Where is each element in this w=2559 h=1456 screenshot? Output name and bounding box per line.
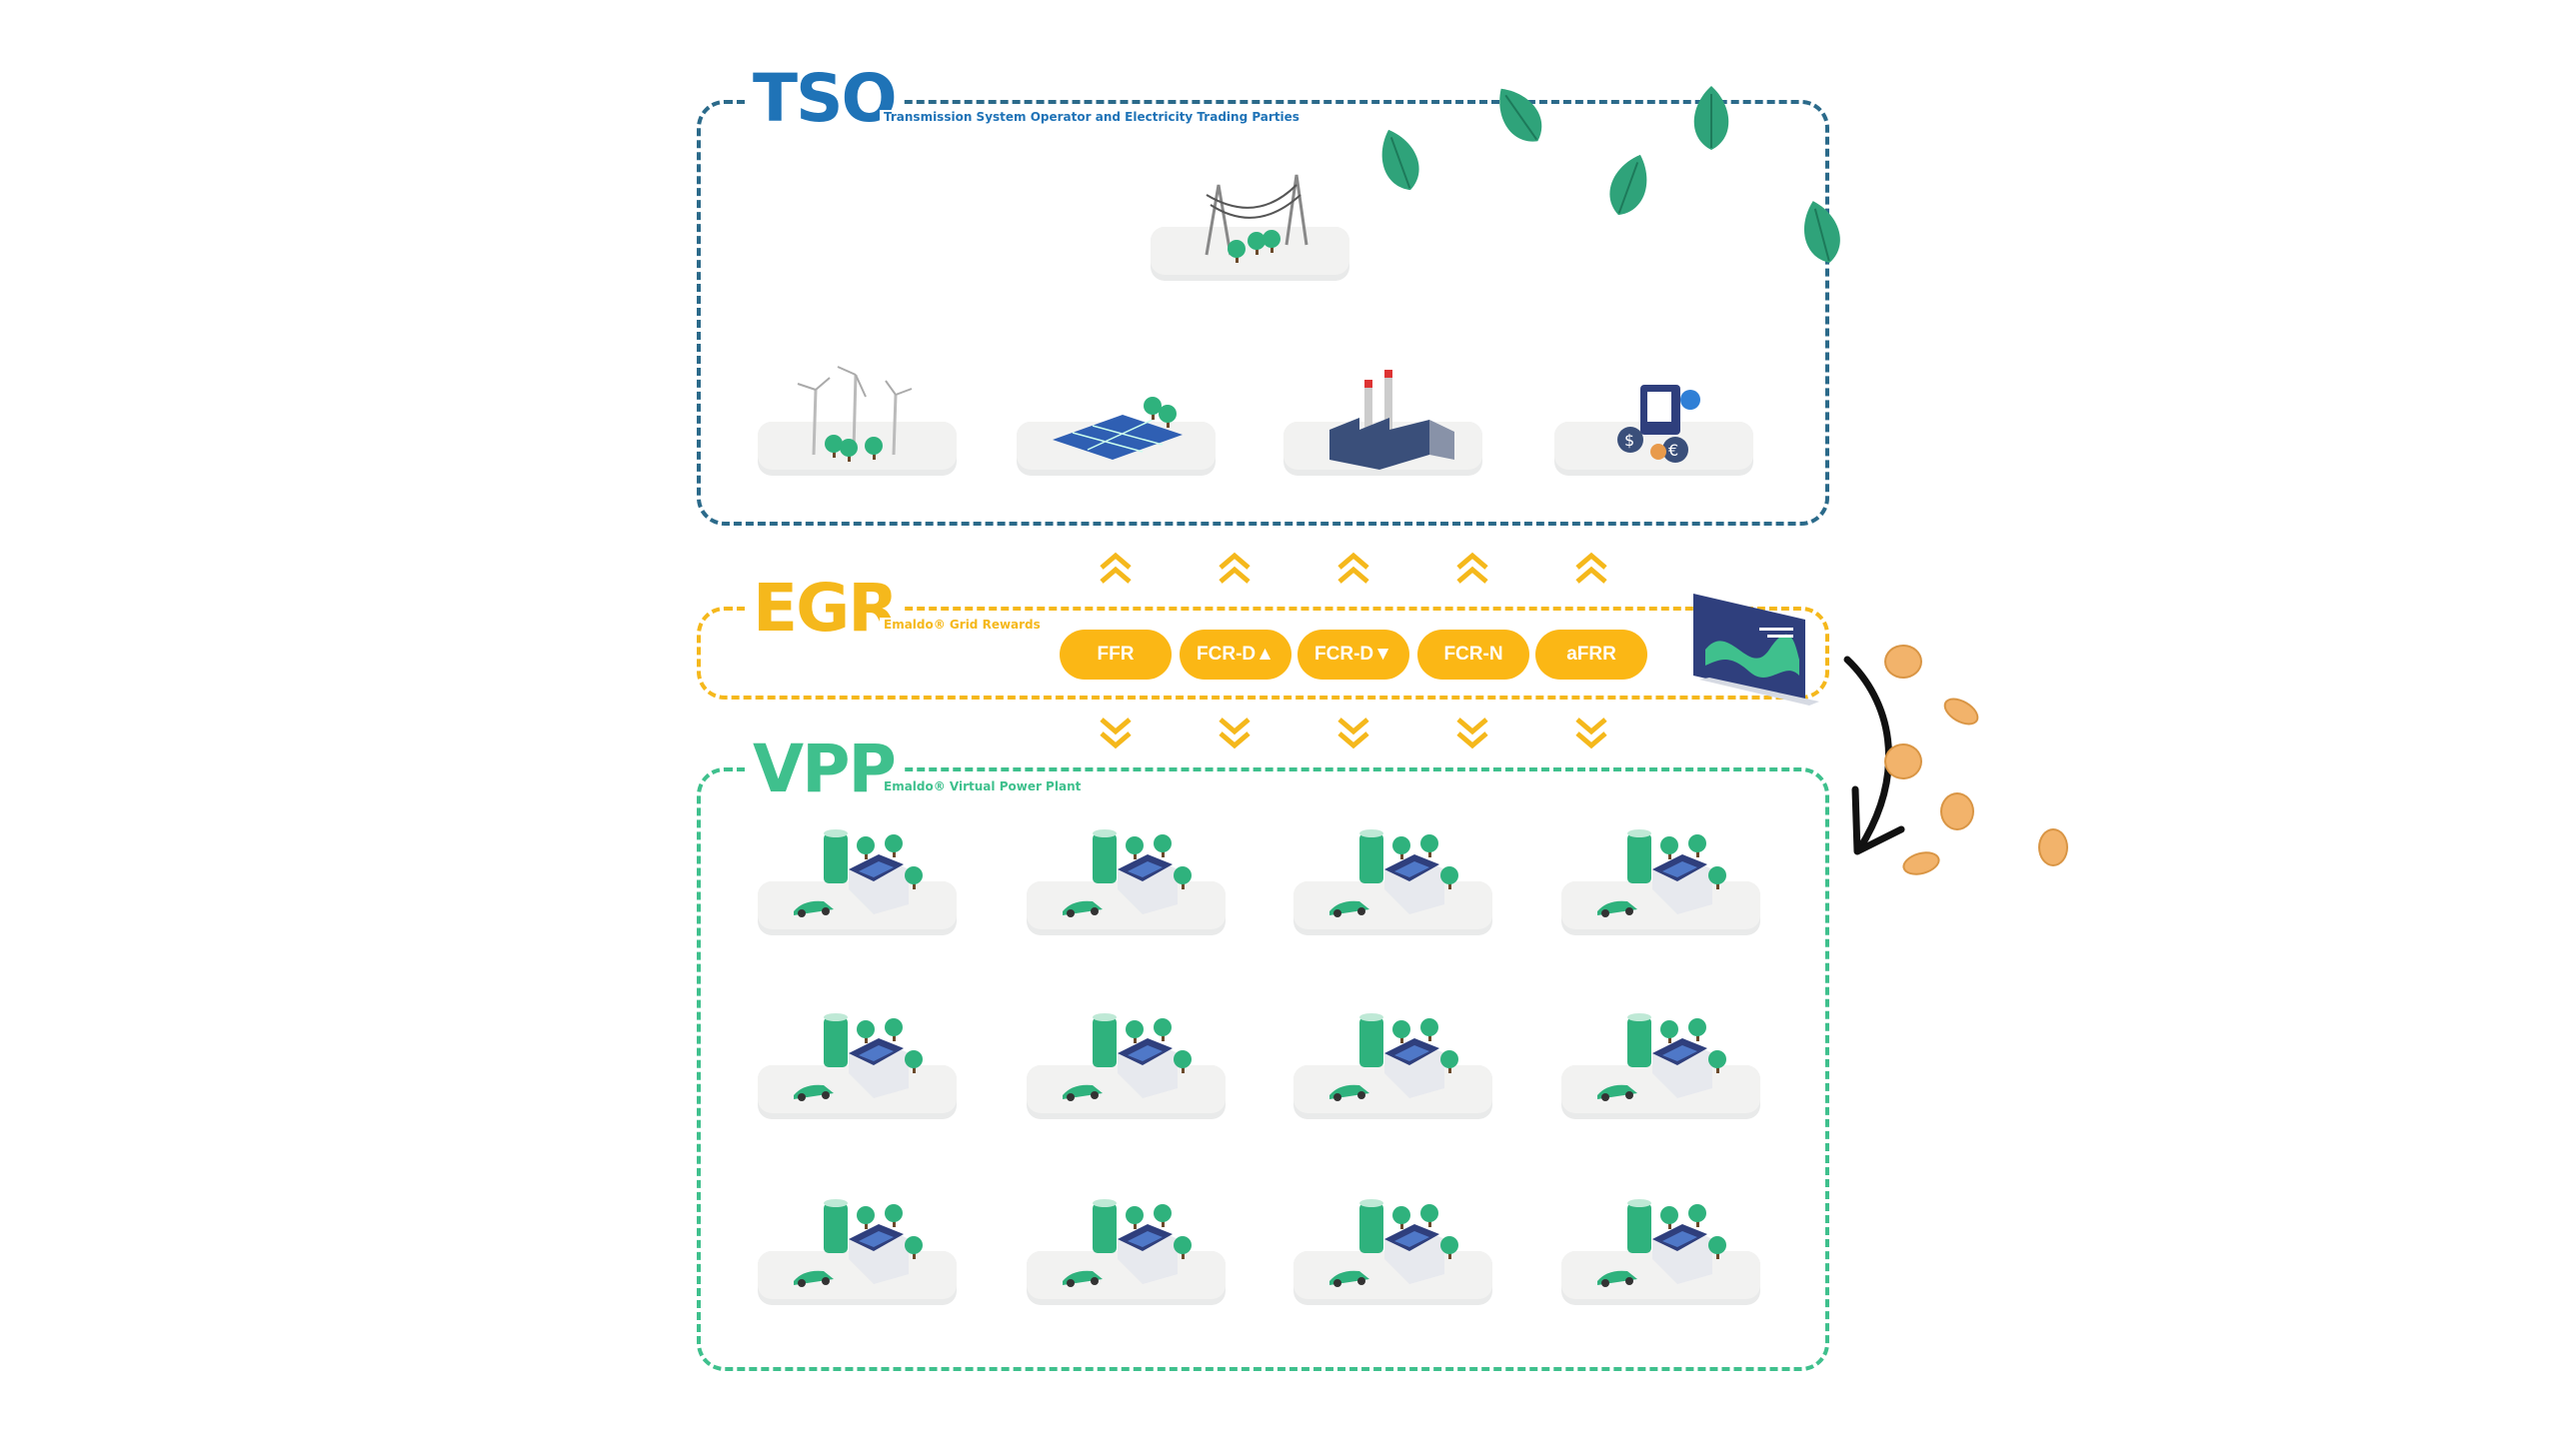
chevron-down-icon bbox=[1219, 718, 1251, 749]
service-fcr-d-down: FCR-D▼ bbox=[1297, 630, 1409, 680]
reward-arrow-icon bbox=[1843, 656, 1905, 855]
leaf-icon bbox=[1804, 201, 1840, 263]
coin-icon bbox=[1940, 792, 1974, 830]
chevron-up-icon bbox=[1100, 552, 1132, 584]
home-battery-ev-icon bbox=[1561, 1013, 1760, 1119]
egr-section bbox=[697, 607, 1829, 700]
home-battery-ev-icon bbox=[758, 829, 957, 935]
vpp-subtitle: Emaldo® Virtual Power Plant bbox=[880, 779, 1086, 793]
svg-text:$: $ bbox=[1624, 431, 1634, 450]
service-fcr-d-up: FCR-D▲ bbox=[1180, 630, 1291, 680]
home-battery-ev-icon bbox=[1027, 829, 1226, 935]
home-battery-ev-icon bbox=[1293, 829, 1492, 935]
egr-title: EGR bbox=[745, 576, 906, 642]
coin-icon bbox=[2038, 828, 2068, 866]
tso-section bbox=[697, 100, 1829, 526]
home-battery-ev-icon bbox=[758, 1013, 957, 1119]
trading-icon: $€ bbox=[1554, 385, 1753, 476]
home-battery-ev-icon bbox=[1027, 1199, 1226, 1305]
chevron-down-icon bbox=[1456, 718, 1488, 749]
leaf-icon bbox=[1499, 88, 1542, 142]
home-battery-ev-icon bbox=[1293, 1013, 1492, 1119]
leaf-icon bbox=[1381, 129, 1419, 191]
home-battery-ev-icon bbox=[1561, 829, 1760, 935]
chevron-down-icon bbox=[1100, 718, 1132, 749]
chevron-down-icon bbox=[1337, 718, 1369, 749]
service-afrr: aFRR bbox=[1535, 630, 1647, 680]
tso-subtitle: Transmission System Operator and Electri… bbox=[880, 110, 1303, 124]
wind-farm-icon bbox=[758, 366, 957, 476]
vpp-section bbox=[697, 767, 1829, 1371]
svg-text:€: € bbox=[1668, 441, 1678, 460]
vpp-title: VPP bbox=[745, 736, 903, 802]
power-lines-icon bbox=[1151, 174, 1349, 281]
dashboard-chart-icon bbox=[1693, 594, 1819, 706]
leaf-icon bbox=[1693, 86, 1729, 150]
home-battery-ev-icon bbox=[758, 1199, 957, 1305]
tso-title: TSO bbox=[745, 66, 904, 132]
leaf-icon bbox=[1609, 154, 1647, 216]
solar-farm-icon bbox=[1017, 397, 1216, 476]
chevron-up-icon bbox=[1575, 552, 1607, 584]
chevron-up-icon bbox=[1219, 552, 1251, 584]
power-plant-icon bbox=[1283, 370, 1482, 476]
coin-icon bbox=[1884, 645, 1922, 679]
home-battery-ev-icon bbox=[1027, 1013, 1226, 1119]
coin-icon bbox=[1884, 743, 1922, 779]
service-ffr: FFR bbox=[1060, 630, 1172, 680]
home-battery-ev-icon bbox=[1561, 1199, 1760, 1305]
home-battery-ev-icon bbox=[1293, 1199, 1492, 1305]
chevron-up-icon bbox=[1456, 552, 1488, 584]
service-fcr-n: FCR-N bbox=[1417, 630, 1529, 680]
chevron-up-icon bbox=[1337, 552, 1369, 584]
egr-subtitle: Emaldo® Grid Rewards bbox=[880, 618, 1045, 632]
chevron-down-icon bbox=[1575, 718, 1607, 749]
